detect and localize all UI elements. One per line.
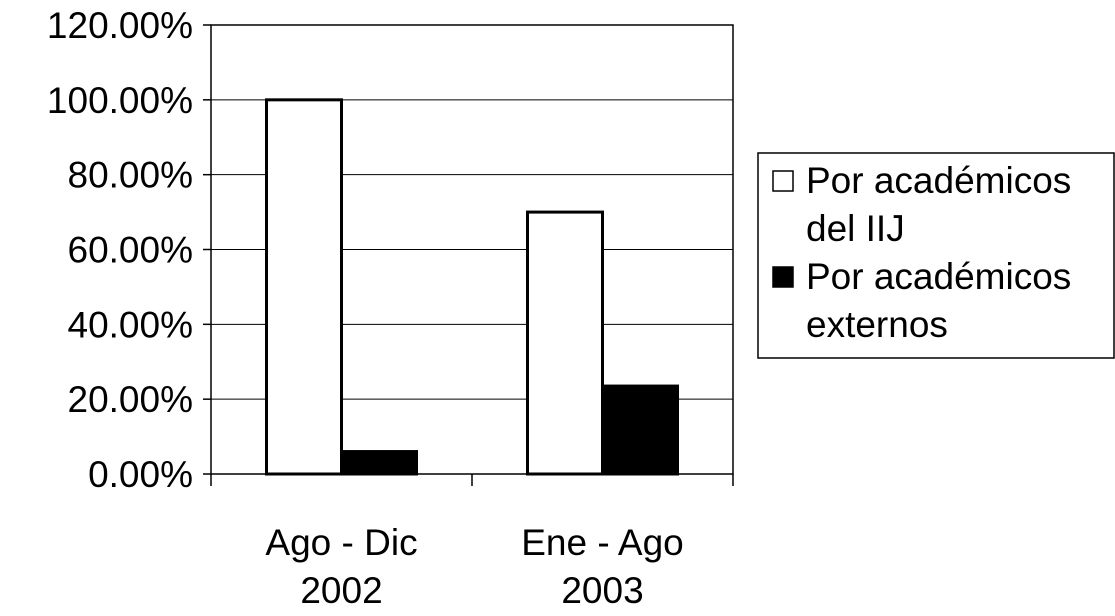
x-category-label: 2003 [561, 570, 643, 611]
y-tick-label: 120.00% [47, 5, 193, 46]
y-tick-label: 40.00% [68, 304, 194, 345]
y-tick-label: 100.00% [47, 80, 193, 121]
x-category-label: Ene - Ago [521, 522, 684, 563]
legend-label: externos [806, 304, 948, 345]
y-tick-label: 0.00% [88, 454, 193, 495]
x-category-label: 2002 [300, 570, 382, 611]
bar-iij-1 [526, 210, 604, 476]
legend-label: Por académicos [806, 256, 1071, 297]
legend-box [757, 152, 1115, 359]
legend-swatch [772, 266, 794, 288]
bar-iij-0 [265, 98, 343, 476]
y-tick-label: 20.00% [68, 379, 194, 420]
legend-swatch [772, 170, 794, 192]
legend-label: Por académicos [806, 160, 1071, 201]
y-tick-label: 80.00% [68, 155, 194, 196]
x-category-label: Ago - Dic [265, 522, 417, 563]
legend-label: del IIJ [806, 208, 905, 249]
bar-externos-1 [601, 384, 679, 476]
bar-externos-0 [340, 450, 418, 476]
y-tick-label: 60.00% [68, 230, 194, 271]
